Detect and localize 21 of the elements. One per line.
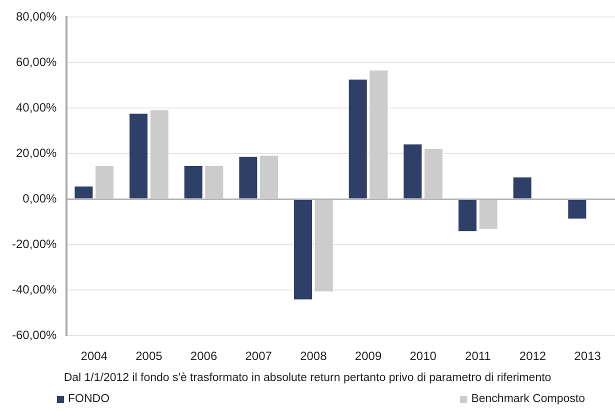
x-tick-label: 2010 xyxy=(410,349,437,364)
y-tick-label: -20,00% xyxy=(12,236,58,251)
x-tick-label: 2013 xyxy=(574,349,602,364)
y-tick-label: 40,00% xyxy=(16,100,58,114)
x-tick-label: 2009 xyxy=(354,349,382,364)
x-tick-label: 2006 xyxy=(190,349,218,364)
y-tick-label: -60,00% xyxy=(12,328,58,342)
x-tick-label: 2005 xyxy=(136,349,163,364)
x-tick-label: 2007 xyxy=(245,349,272,364)
y-tick-label: 80,00% xyxy=(16,10,58,24)
legend-label: Benchmark Composto xyxy=(471,393,585,405)
x-tick-label: 2008 xyxy=(300,349,328,364)
x-tick-label: 2004 xyxy=(80,349,108,364)
y-tick-label: 60,00% xyxy=(16,55,58,69)
legend-label: FONDO xyxy=(68,393,110,405)
x-tick-label: 2012 xyxy=(519,349,546,364)
y-tick-label: -40,00% xyxy=(12,282,58,296)
y-tick-label: 0,00% xyxy=(22,191,58,206)
y-tick-label: 20,00% xyxy=(16,146,58,160)
x-tick-label: 2011 xyxy=(465,349,492,364)
text: Dal 1/1/2012 il fondo s'è trasformato in absolute return pertanto privo di parametro di riferimento xyxy=(62,372,552,384)
